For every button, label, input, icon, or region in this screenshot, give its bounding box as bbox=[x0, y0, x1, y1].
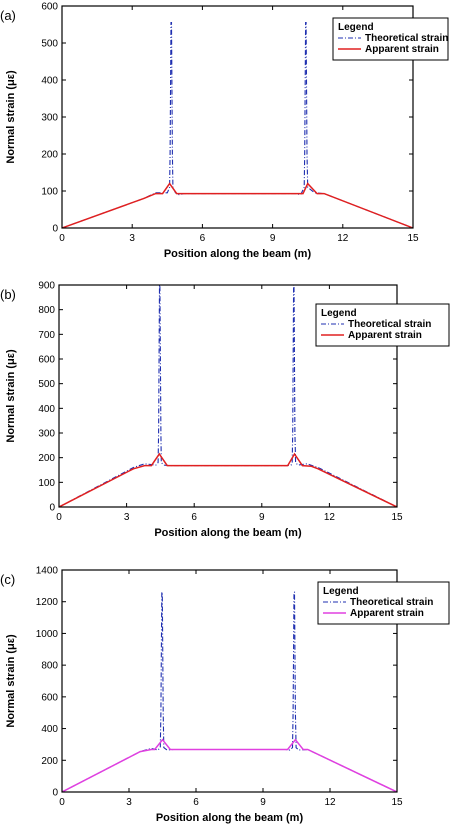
y-tick-label: 800 bbox=[41, 661, 58, 672]
y-tick-label: 1000 bbox=[36, 629, 59, 640]
y-tick-label: 900 bbox=[38, 281, 55, 292]
y-tick-label: 600 bbox=[41, 2, 58, 13]
x-axis-label: Position along the beam (m) bbox=[154, 527, 302, 539]
apparent-strain-line bbox=[62, 182, 413, 228]
apparent-strain-line bbox=[59, 452, 397, 507]
y-axis-label: Normal strain (με) bbox=[5, 349, 17, 443]
y-tick-label: 1200 bbox=[36, 597, 59, 608]
apparent-strain-line bbox=[62, 738, 397, 792]
x-tick-label: 3 bbox=[126, 797, 132, 808]
legend-box bbox=[317, 581, 450, 625]
plot-frame bbox=[58, 284, 398, 508]
y-tick-label: 0 bbox=[52, 224, 58, 235]
y-tick-label: 700 bbox=[38, 330, 55, 341]
x-axis-label: Position along the beam (m) bbox=[156, 812, 304, 824]
x-tick-label: 0 bbox=[59, 797, 65, 808]
x-tick-label: 9 bbox=[270, 233, 276, 244]
legend-entry: Theoretical strain bbox=[350, 597, 433, 608]
y-tick-label: 600 bbox=[41, 692, 58, 703]
legend-entry: Theoretical strain bbox=[365, 33, 448, 44]
legend-title: Legend bbox=[338, 22, 374, 33]
x-tick-label: 15 bbox=[391, 797, 403, 808]
x-tick-label: 15 bbox=[407, 233, 419, 244]
x-tick-label: 9 bbox=[260, 797, 266, 808]
y-tick-label: 500 bbox=[38, 379, 55, 390]
y-axis-label: Normal strain (με) bbox=[5, 70, 17, 164]
y-tick-label: 400 bbox=[38, 404, 55, 415]
x-tick-label: 6 bbox=[193, 797, 199, 808]
panel-label: (b) bbox=[0, 287, 16, 302]
y-tick-label: 200 bbox=[41, 150, 58, 161]
y-tick-label: 0 bbox=[52, 788, 58, 799]
chart-panel-2: (b) 0 100 200 300 400 500 600 700 800 900 0 3 6 9 12 15 P… bbox=[0, 281, 450, 539]
panel-label: (c) bbox=[0, 572, 15, 587]
chart-panel-3: (c) 0 200 400 600 800 1000 1200 1400 0 3 6 9 12 15 Posi… bbox=[0, 566, 450, 824]
legend-title: Legend bbox=[323, 586, 359, 597]
x-tick-label: 6 bbox=[191, 512, 197, 523]
y-tick-label: 100 bbox=[38, 478, 55, 489]
legend-entry: Theoretical strain bbox=[348, 319, 431, 330]
legend-box bbox=[332, 17, 449, 61]
x-tick-label: 9 bbox=[259, 512, 265, 523]
legend-title: Legend bbox=[321, 308, 357, 319]
y-tick-label: 600 bbox=[38, 355, 55, 366]
y-tick-label: 100 bbox=[41, 187, 58, 198]
panel-label: (a) bbox=[0, 8, 16, 23]
y-axis-label: Normal strain (με) bbox=[5, 634, 17, 728]
legend-entry: Apparent strain bbox=[348, 330, 422, 341]
chart-panel-1: (a) 0 100 200 300 400 500 600 0 3 6 9 12 15 Position a… bbox=[0, 2, 449, 260]
x-tick-label: 12 bbox=[337, 233, 349, 244]
legend-entry: Apparent strain bbox=[350, 608, 424, 619]
y-tick-label: 500 bbox=[41, 39, 58, 50]
y-tick-label: 200 bbox=[41, 756, 58, 767]
y-tick-label: 300 bbox=[41, 113, 58, 124]
y-tick-label: 1400 bbox=[36, 566, 59, 577]
x-tick-label: 12 bbox=[324, 797, 336, 808]
y-tick-label: 400 bbox=[41, 724, 58, 735]
x-tick-label: 3 bbox=[124, 512, 130, 523]
y-tick-label: 300 bbox=[38, 429, 55, 440]
legend-box bbox=[315, 303, 450, 347]
x-tick-label: 12 bbox=[324, 512, 336, 523]
x-tick-label: 3 bbox=[129, 233, 135, 244]
x-tick-label: 0 bbox=[56, 512, 62, 523]
y-tick-label: 400 bbox=[41, 76, 58, 87]
x-tick-label: 6 bbox=[200, 233, 206, 244]
y-tick-label: 0 bbox=[49, 503, 55, 514]
x-tick-label: 0 bbox=[59, 233, 65, 244]
plot-frame bbox=[61, 569, 398, 793]
y-tick-label: 800 bbox=[38, 305, 55, 316]
y-tick-label: 200 bbox=[38, 453, 55, 464]
x-tick-label: 15 bbox=[391, 512, 403, 523]
legend-entry: Apparent strain bbox=[365, 44, 439, 55]
x-axis-label: Position along the beam (m) bbox=[164, 248, 312, 260]
